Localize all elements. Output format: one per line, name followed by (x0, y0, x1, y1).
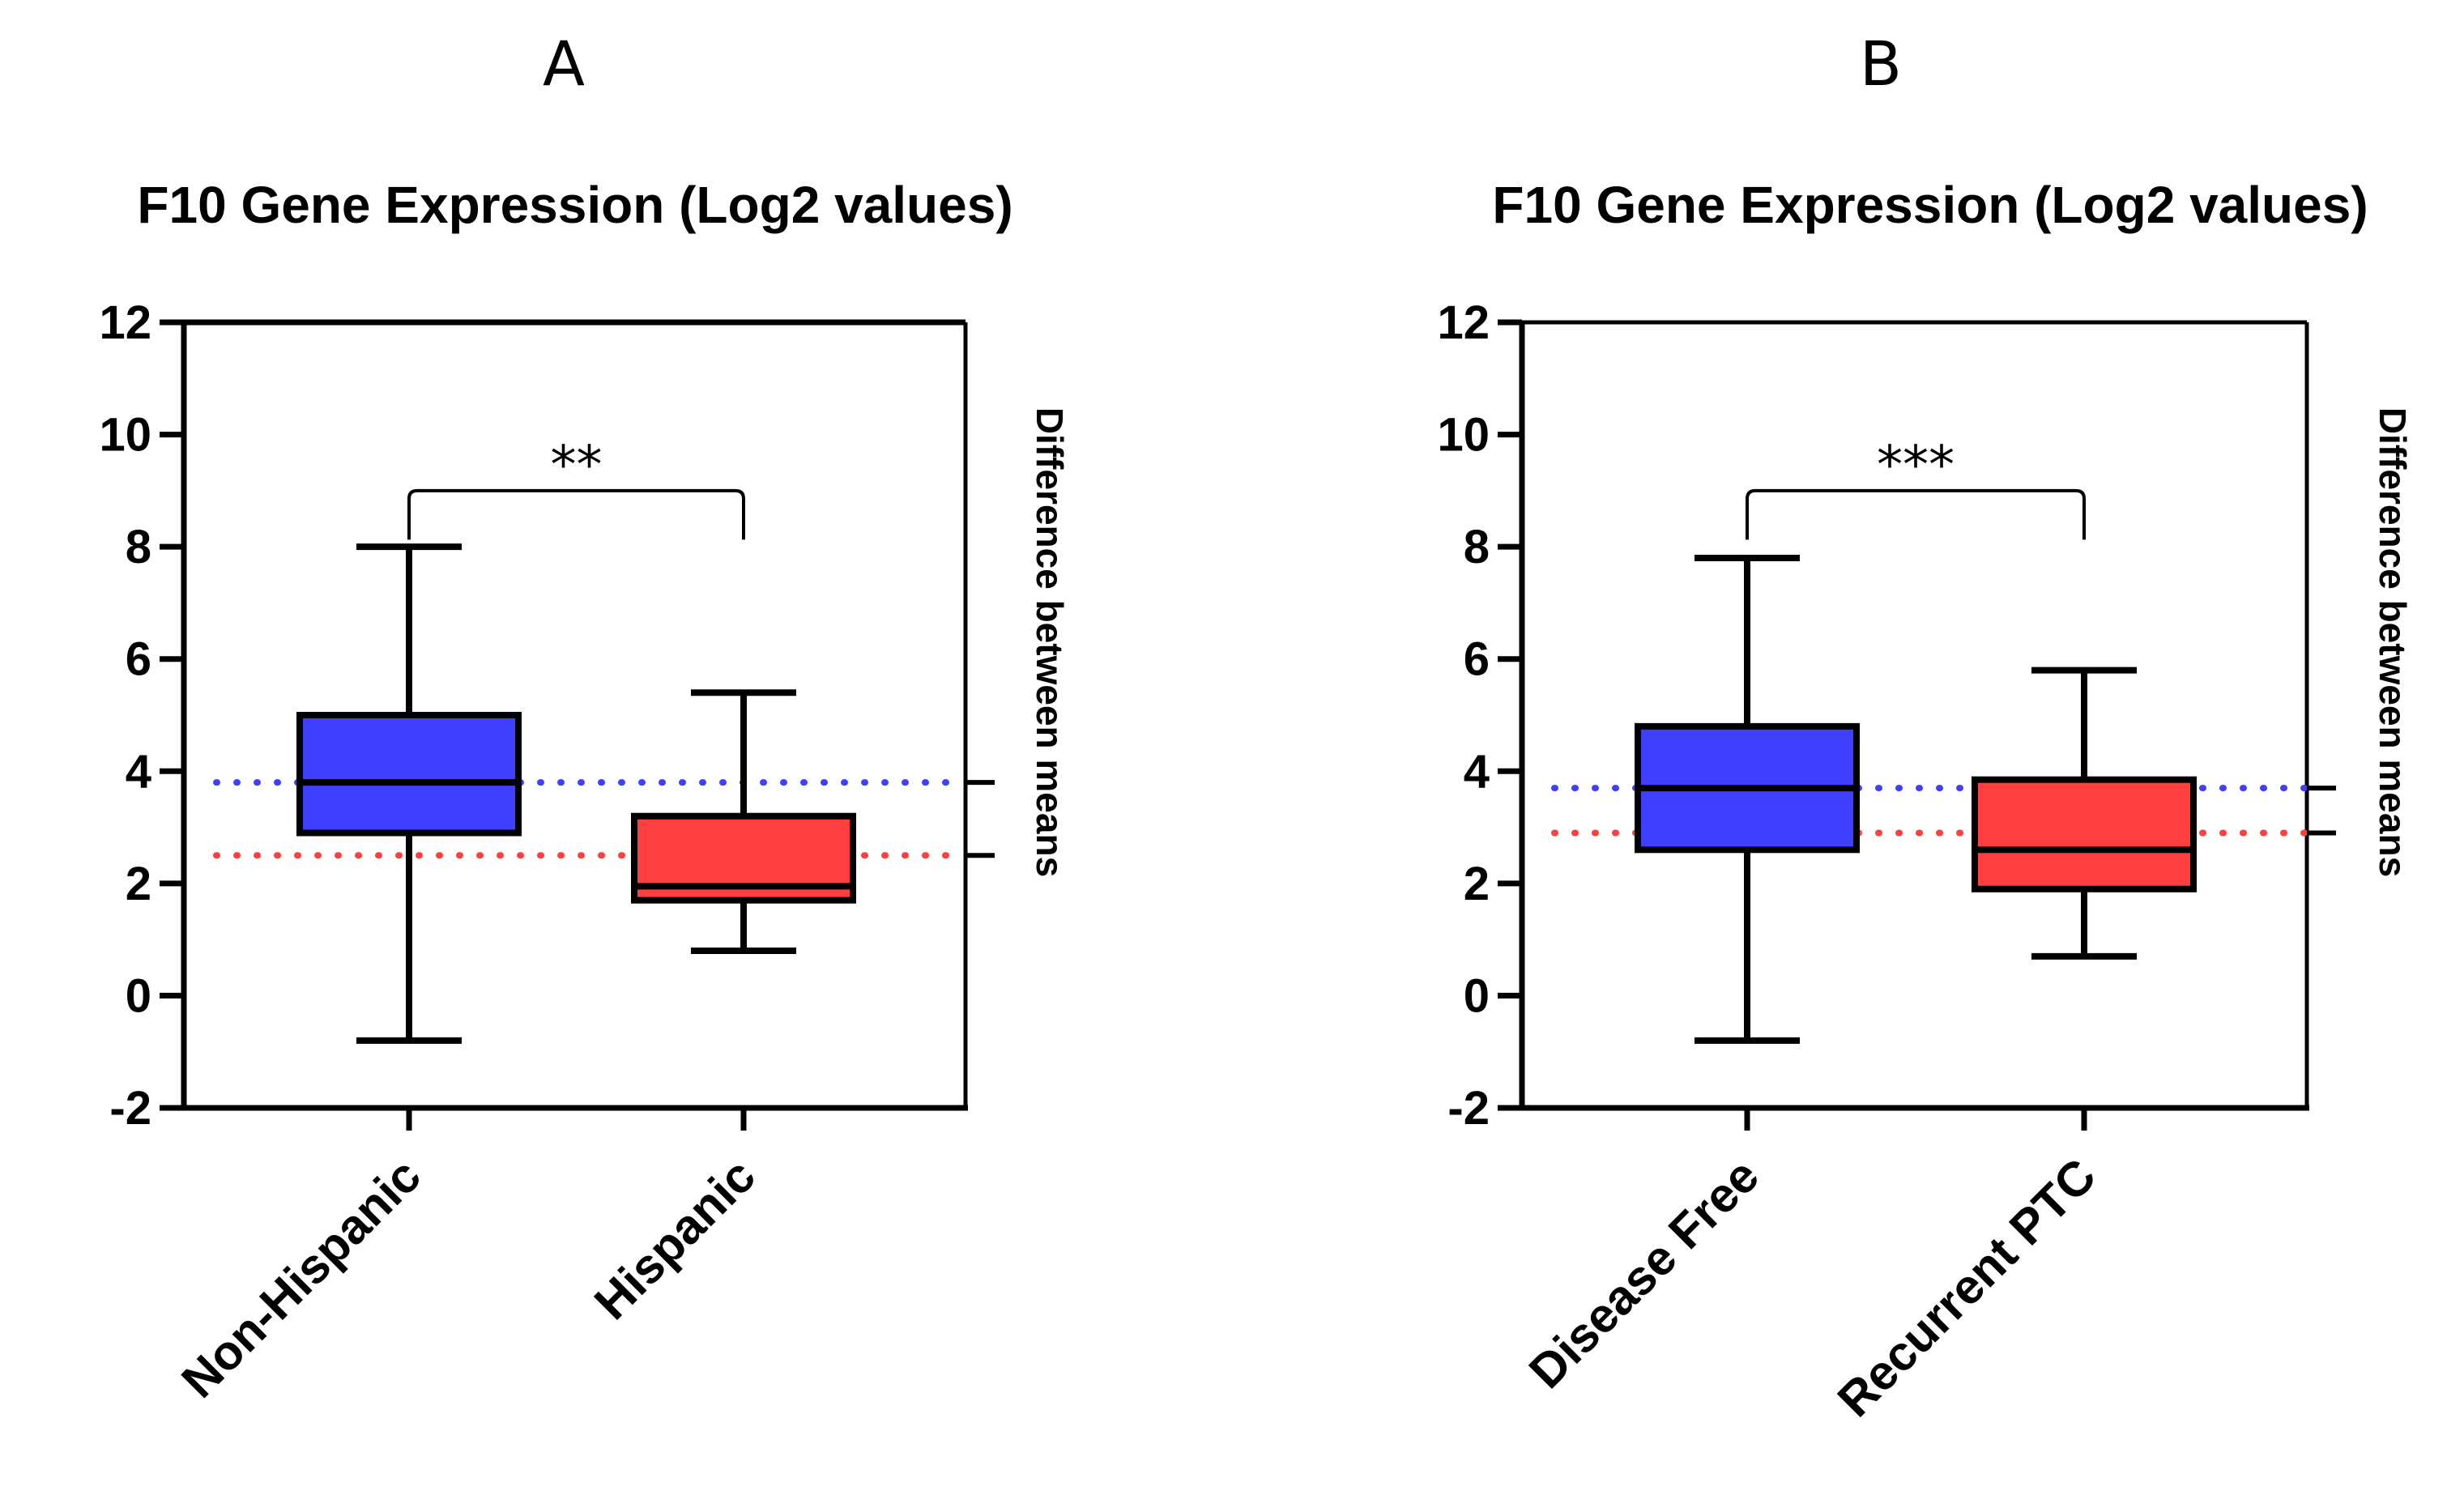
significance-bracket (1746, 488, 2086, 540)
right-axis-label: Difference between means (2372, 407, 2414, 877)
y-tick-label: 6 (1464, 633, 1490, 686)
category-label: Disease Free (1519, 1148, 1769, 1399)
y-tick-label: 10 (99, 409, 151, 462)
chart-title: F10 Gene Expression (Log2 values) (1492, 176, 2368, 234)
y-tick-label: 6 (126, 633, 151, 686)
significance-label: ** (551, 436, 603, 496)
panel-letter: A (543, 28, 585, 100)
y-tick-label: -2 (109, 1082, 151, 1135)
chart-title: F10 Gene Expression (Log2 values) (137, 176, 1012, 234)
y-tick-label: 2 (1464, 858, 1490, 910)
category-label: Hispanic (584, 1148, 765, 1330)
box-blue (296, 712, 522, 837)
y-tick-label: 8 (126, 521, 151, 573)
y-tick-label: 12 (99, 296, 151, 349)
y-tick-label: 12 (1437, 296, 1490, 349)
y-tick-label: 0 (126, 969, 151, 1022)
panel-a: A F10 Gene Expression (Log2 values) -2 0 2 4 6… (99, 28, 1071, 1408)
y-tick-label: -2 (1447, 1082, 1490, 1135)
y-tick-label: 4 (126, 745, 151, 798)
category-label: Recurrent PTC (1827, 1148, 2106, 1427)
box-red (1972, 776, 2197, 892)
y-tick-label: 10 (1437, 409, 1490, 462)
panel-letter: B (1860, 28, 1902, 100)
y-tick-label: 4 (1464, 745, 1490, 798)
significance-label: *** (1877, 436, 1955, 496)
y-tick-label: 2 (126, 858, 151, 910)
y-tick-label: 8 (1464, 521, 1490, 573)
panel-b: B F10 Gene Expression (Log2 values) -2 0 2 4 6… (1437, 28, 2414, 1427)
y-tick-label: 0 (1464, 969, 1490, 1022)
significance-bracket (407, 488, 745, 540)
right-axis-label: Difference between means (1029, 407, 1071, 877)
category-label: Non-Hispanic (171, 1148, 431, 1408)
